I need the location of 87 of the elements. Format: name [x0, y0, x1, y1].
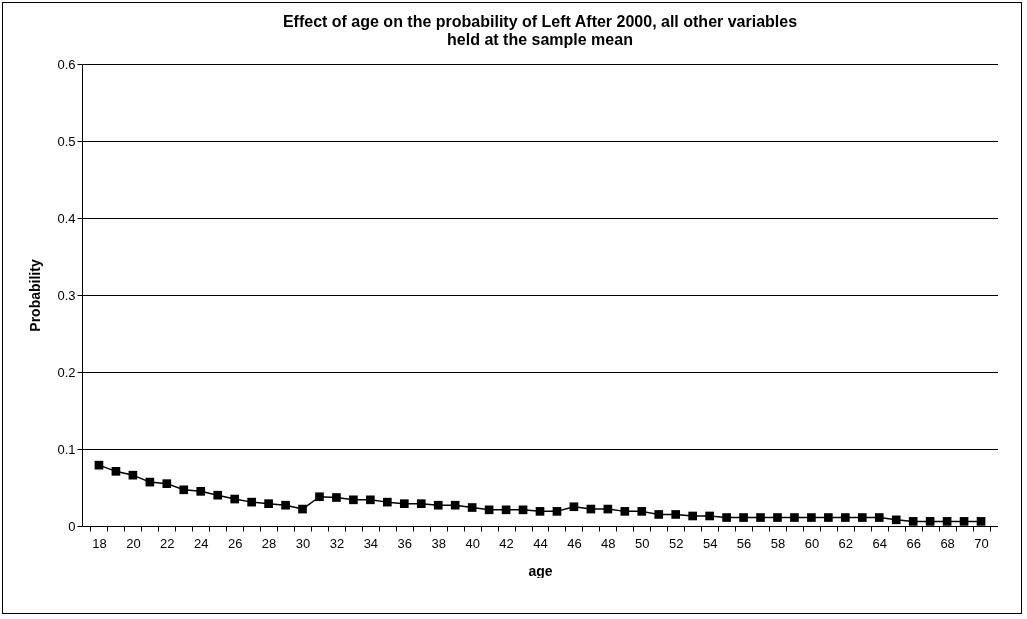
x-tick-label: 56 [736, 535, 752, 551]
point [366, 495, 375, 505]
point [230, 494, 239, 504]
point [315, 492, 324, 502]
point [484, 505, 494, 515]
x-tick-label: 18 [92, 535, 107, 551]
point [773, 513, 782, 522]
point [739, 513, 748, 522]
x-tick-label: 34 [363, 535, 379, 551]
x-tick-label: 42 [499, 535, 514, 551]
point [654, 510, 664, 519]
point [722, 513, 731, 522]
point [433, 500, 443, 510]
point [213, 490, 223, 500]
point [196, 487, 206, 496]
x-tick-label: 70 [974, 535, 989, 551]
x-tick-label: 32 [329, 535, 345, 551]
point [620, 507, 630, 516]
x-tick-label: 44 [533, 535, 548, 551]
point [959, 517, 969, 526]
point [552, 507, 562, 516]
y-tick-label: 0.6 [57, 56, 76, 72]
point [807, 513, 816, 522]
x-tick-label: 30 [295, 535, 311, 551]
point [891, 515, 901, 525]
point [569, 502, 579, 512]
point [111, 467, 121, 476]
y-tick-label: 0.5 [57, 133, 76, 149]
point [874, 513, 884, 522]
point [705, 511, 714, 521]
point [824, 513, 833, 522]
x-tick-label: 60 [804, 535, 820, 551]
point [857, 513, 867, 522]
y-tick-label: 0.4 [57, 210, 76, 226]
x-tick-label: 28 [261, 535, 277, 551]
point [298, 504, 307, 514]
point [501, 505, 511, 515]
point [247, 497, 256, 507]
point [688, 511, 697, 521]
x-tick-label: 66 [906, 535, 921, 551]
point [128, 470, 138, 480]
x-tick-label: 40 [465, 535, 480, 551]
point [349, 495, 358, 505]
x-tick-label: 64 [872, 535, 887, 551]
point [637, 507, 647, 516]
point [94, 460, 104, 470]
x-tick-label: 22 [160, 535, 175, 551]
point [976, 517, 986, 526]
x-tick-label: 38 [431, 535, 446, 551]
y-tick-label: 0.1 [57, 441, 76, 457]
point [383, 497, 392, 507]
point [925, 517, 935, 526]
point [535, 507, 545, 516]
x-tick-label: 24 [194, 535, 209, 551]
y-axis-title: Probability [27, 259, 44, 332]
x-tick-label: 46 [567, 535, 582, 551]
x-tick-label: 52 [668, 535, 684, 551]
x-tick-label: 54 [702, 535, 718, 551]
point [264, 499, 273, 508]
x-tick-label: 20 [126, 535, 141, 551]
point [908, 517, 918, 526]
y-tick-label: 0 [68, 518, 76, 534]
point [162, 479, 172, 488]
y-tick-label: 0.3 [57, 287, 76, 303]
point [281, 500, 290, 510]
point [450, 500, 460, 510]
chart-title: Effect of age on the probability of Left After 2000, all other variables held at the sample mean [282, 13, 798, 48]
x-tick-label: 58 [770, 535, 786, 551]
point [332, 493, 341, 502]
x-axis-title: age [528, 562, 553, 579]
point [756, 513, 765, 522]
point [518, 505, 528, 515]
point [467, 503, 477, 512]
y-tick-label: 0.2 [57, 364, 76, 380]
x-tick-label: 50 [635, 535, 650, 551]
point [399, 499, 409, 508]
point [416, 499, 426, 508]
x-tick-label: 68 [940, 535, 955, 551]
point [671, 510, 681, 519]
point [790, 513, 799, 522]
x-tick-label: 26 [227, 535, 243, 551]
x-tick-label: 48 [601, 535, 616, 551]
point [179, 485, 189, 495]
point [942, 517, 952, 526]
x-tick-label: 62 [838, 535, 854, 551]
x-tick-label: 36 [397, 535, 413, 551]
point [841, 513, 850, 522]
